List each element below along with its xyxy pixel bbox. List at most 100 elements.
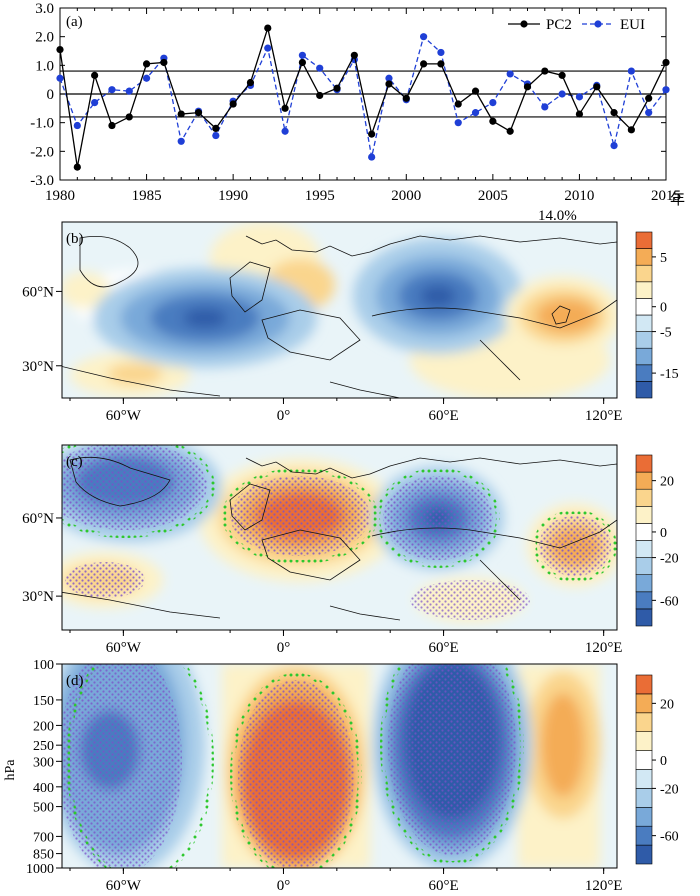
colorbar-segment bbox=[635, 557, 653, 575]
point-pc2 bbox=[333, 84, 341, 92]
colorbar-segment bbox=[635, 298, 653, 316]
colorbar-segment bbox=[635, 281, 653, 299]
colorbar-segment bbox=[635, 331, 653, 349]
y-tick-label: 60°N bbox=[22, 284, 54, 300]
y-tick-label: 250 bbox=[33, 739, 54, 754]
point-eui bbox=[558, 90, 566, 98]
y-tick-label: 30°N bbox=[22, 589, 54, 605]
point-pc2 bbox=[73, 163, 81, 171]
colorbar-tick-label: -60 bbox=[660, 594, 679, 609]
point-pc2 bbox=[593, 83, 601, 91]
point-pc2 bbox=[454, 100, 462, 108]
point-pc2 bbox=[506, 127, 514, 135]
panel-d-frame bbox=[61, 663, 618, 869]
x-tick-label: 60°E bbox=[428, 408, 458, 424]
panel-b-label: (b) bbox=[66, 231, 84, 247]
panel-d-label: (d) bbox=[66, 673, 84, 689]
y-tick-label: 850 bbox=[33, 848, 54, 863]
colorbar-tick-label: 0 bbox=[660, 526, 667, 541]
point-eui bbox=[125, 87, 133, 95]
colorbar-segment bbox=[635, 264, 653, 283]
point-pc2 bbox=[91, 71, 99, 79]
panel-a-x-axis: 1980 1985 1990 1995 2000 2005 2010 2015 bbox=[45, 8, 681, 204]
point-eui bbox=[91, 99, 99, 107]
x-tick-label: 60°E bbox=[428, 878, 458, 894]
point-eui bbox=[142, 74, 151, 82]
point-pc2 bbox=[177, 110, 185, 118]
x-tick-label: 1985 bbox=[132, 188, 162, 204]
y-tick-label: -2.0 bbox=[30, 144, 54, 160]
y-tick-label: 500 bbox=[33, 801, 54, 816]
y-tick-label: 200 bbox=[33, 719, 54, 734]
legend-eui-label: EUI bbox=[620, 17, 645, 33]
point-pc2 bbox=[610, 109, 618, 117]
panel-c-label: (c) bbox=[66, 454, 83, 470]
x-tick-label: 120°E bbox=[585, 878, 623, 894]
point-pc2 bbox=[471, 87, 480, 95]
x-tick-label: 0° bbox=[277, 878, 291, 894]
colorbar-segment bbox=[635, 471, 653, 490]
colorbar-segment bbox=[635, 844, 653, 865]
colorbar-tick-label: -5 bbox=[660, 326, 672, 341]
x-tick-label: 1980 bbox=[45, 188, 75, 204]
panel-c-colorbar: 20 0 -20 -60 bbox=[635, 454, 679, 627]
point-pc2 bbox=[194, 109, 203, 117]
panel-a-x-unit: 年 bbox=[670, 191, 685, 208]
panel-c-map: (c) 60°W 0° 60°E 120°E 60°N 30°N 20 0 -20 -60 bbox=[22, 444, 679, 656]
colorbar-segment bbox=[635, 364, 653, 382]
point-eui bbox=[627, 67, 635, 75]
x-tick-label: 2005 bbox=[478, 188, 508, 204]
colorbar-segment bbox=[635, 806, 653, 827]
x-tick-label: 1990 bbox=[218, 188, 248, 204]
colorbar-segment bbox=[635, 488, 653, 507]
point-pc2 bbox=[489, 117, 497, 125]
panel-a-y-axis: 3.0 2.0 1.0 0 -1.0 -2.0 -3.0 bbox=[30, 1, 666, 189]
point-eui bbox=[212, 131, 220, 140]
point-eui bbox=[610, 142, 618, 150]
colorbar-segment bbox=[635, 674, 653, 695]
point-eui bbox=[108, 86, 116, 94]
legend-pc2-label: PC2 bbox=[546, 17, 572, 33]
colorbar-segment bbox=[635, 731, 653, 751]
x-tick-label: 60°W bbox=[106, 878, 142, 894]
panel-d-colorbar: 20 0 -20 -60 bbox=[635, 674, 679, 865]
legend-pc2-marker bbox=[520, 20, 528, 28]
point-pc2 bbox=[108, 121, 116, 130]
colorbar-tick-label: 5 bbox=[660, 251, 667, 266]
y-tick-label: 300 bbox=[33, 755, 54, 770]
y-tick-label: 60°N bbox=[22, 511, 54, 527]
colorbar-segment bbox=[635, 712, 653, 732]
legend-eui-marker bbox=[594, 20, 602, 28]
panel-d-cross-section: (d) hPa 60°W 0° 60°E 120°E10015020025030040… bbox=[3, 658, 679, 894]
colorbar-segment bbox=[635, 314, 653, 332]
point-pc2 bbox=[402, 94, 410, 102]
point-eui bbox=[575, 93, 584, 101]
y-tick-label: 2.0 bbox=[35, 30, 54, 46]
colorbar-segment bbox=[635, 693, 653, 714]
point-eui bbox=[385, 74, 393, 82]
point-pc2 bbox=[142, 60, 151, 68]
point-pc2 bbox=[575, 110, 584, 118]
colorbar-tick-label: -20 bbox=[660, 552, 679, 567]
panel-c-frame bbox=[61, 444, 618, 631]
point-eui bbox=[316, 64, 324, 72]
y-tick-label: -1.0 bbox=[30, 116, 54, 132]
colorbar-segment bbox=[635, 825, 653, 846]
x-tick-label: 60°W bbox=[106, 640, 142, 656]
point-pc2 bbox=[645, 94, 653, 102]
point-pc2 bbox=[56, 45, 64, 54]
panel-b-map: (b) 60°W 0° 60°E 120°E 60°N 30°N 5 0 -5 -15 bbox=[22, 221, 679, 424]
colorbar-segment bbox=[635, 608, 653, 627]
panel-d-ylabel: hPa bbox=[3, 759, 18, 781]
panel-a-label: (a) bbox=[66, 14, 83, 30]
panel-a-series bbox=[56, 24, 670, 171]
point-eui bbox=[662, 86, 670, 94]
point-eui bbox=[645, 109, 653, 117]
point-pc2 bbox=[523, 83, 532, 91]
panel-a-annotation: 14.0% bbox=[538, 208, 577, 224]
colorbar-tick-label: -20 bbox=[660, 782, 679, 797]
point-eui bbox=[454, 119, 462, 127]
x-tick-label: 2015 bbox=[651, 188, 681, 204]
x-tick-label: 2010 bbox=[564, 188, 594, 204]
